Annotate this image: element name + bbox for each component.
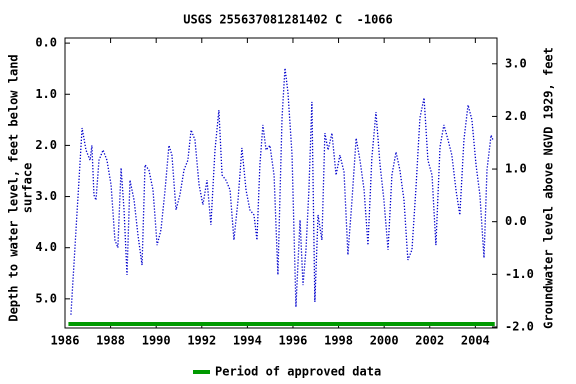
x-tick-label: 2000 (370, 334, 399, 348)
plot-frame (64, 37, 498, 329)
x-tick-label: 1998 (324, 334, 353, 348)
y2-tick-label: 1.0 (505, 162, 527, 176)
y2-axis-title: Groundwater level above NGVD 1929, feet (542, 47, 556, 329)
data-line (70, 68, 494, 315)
y-tick-label: 4.0 (35, 240, 57, 254)
x-tick-label: 1986 (51, 334, 80, 348)
chart-title: USGS 255637081281402 C -1066 (183, 13, 393, 27)
y2-tick-label: 3.0 (505, 56, 527, 70)
y2-tick-label: -1.0 (505, 267, 534, 281)
x-tick-label: 2002 (415, 334, 444, 348)
y2-tick-label: 2.0 (505, 109, 527, 123)
y2-tick-label: 0.0 (505, 214, 527, 228)
y2-tick-label: -2.0 (505, 319, 534, 333)
x-tick-label: 2004 (461, 334, 490, 348)
y-tick-label: 3.0 (35, 189, 57, 203)
x-tick-label: 1996 (279, 334, 308, 348)
approved-period-bar (68, 322, 495, 326)
y-axis-title: surface (21, 163, 35, 214)
legend-label: Period of approved data (215, 365, 381, 379)
x-tick-label: 1988 (96, 334, 125, 348)
x-tick-label: 1992 (187, 334, 216, 348)
y-tick-label: 2.0 (35, 138, 57, 152)
x-tick-label: 1994 (233, 334, 262, 348)
y-tick-label: 1.0 (35, 87, 57, 101)
y-tick-label: 5.0 (35, 291, 57, 305)
x-tick-label: 1990 (142, 334, 171, 348)
y-axis-title: Depth to water level, feet below land (7, 54, 21, 321)
y-tick-label: 0.0 (35, 36, 57, 50)
